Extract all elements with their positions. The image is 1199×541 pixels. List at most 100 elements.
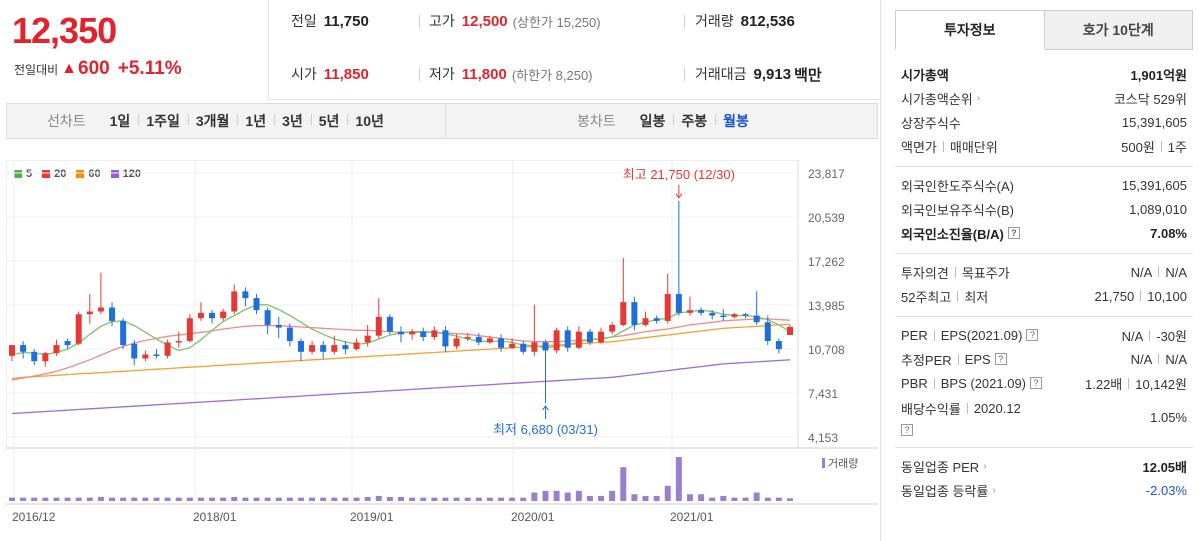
candle: [120, 320, 127, 346]
candle-chart-group: 봉차트 일봉 주봉 월봉: [577, 104, 757, 138]
volume-bar: [753, 492, 760, 501]
volume-bar: [564, 492, 571, 501]
y-tick-label: 17,262: [808, 255, 845, 269]
candle: [553, 330, 560, 351]
candle: [787, 326, 793, 336]
info-value: 1,089,010: [1129, 201, 1187, 217]
help-icon[interactable]: ?: [1026, 329, 1039, 341]
help-icon[interactable]: ?: [1007, 227, 1020, 239]
volume-bar: [420, 497, 427, 501]
period-1y[interactable]: 1년: [237, 111, 274, 131]
legend-ma60: 60: [76, 168, 101, 180]
help-icon[interactable]: ?: [901, 423, 913, 436]
candle: [131, 343, 138, 359]
volume-bar: [64, 497, 71, 501]
y-tick-label: 20,539: [808, 211, 845, 225]
high-value: 12,500: [461, 12, 508, 30]
candle: [20, 345, 27, 352]
volume-bar: [764, 497, 771, 501]
volume-bar: [331, 497, 338, 501]
period-1w[interactable]: 1주일: [138, 111, 188, 131]
candle-daily[interactable]: 일봉: [639, 113, 666, 129]
tab-orderbook[interactable]: 호가 10단계: [1044, 10, 1193, 50]
volume-bar: [353, 497, 360, 501]
candle: [442, 330, 449, 347]
candle: [86, 311, 93, 315]
candle: [564, 330, 571, 348]
panel-tabs: 투자정보 호가 10단계: [895, 10, 1193, 50]
volume-bar: [498, 497, 505, 501]
volume-bar: [53, 497, 60, 501]
candle: [486, 338, 493, 343]
candle: [364, 335, 371, 343]
volume-bar: [720, 495, 727, 501]
stock-chart[interactable]: 23,817 20,539 17,262 13,985 10,708 7,431 4,153…: [6, 160, 878, 541]
info-row: 동일업종 등락률 › -2.03%: [901, 478, 1187, 502]
candle: [353, 342, 360, 350]
info-row: 시가총액순위 › 코스닥 529위: [901, 86, 1187, 110]
volume-bar: [375, 495, 382, 501]
volume-bar: [409, 497, 416, 501]
volume-bar: [131, 497, 138, 501]
info-section-1: 시가총액 1,901억원 시가총액순위 › 코스닥 529위 상장주식수 15,391,60…: [895, 56, 1193, 167]
volume-bar: [142, 497, 149, 501]
info-row: 외국인소진율(B/A)? 7.08%: [901, 221, 1187, 245]
candle: [109, 307, 116, 321]
candle: [231, 291, 238, 312]
info-key[interactable]: 시가총액순위 ›: [901, 91, 981, 107]
help-icon[interactable]: ?: [1030, 377, 1043, 389]
candle: [175, 341, 182, 343]
tab-invest-info[interactable]: 투자정보: [895, 10, 1045, 50]
info-value: 500원 1주: [1121, 139, 1187, 155]
volume-bar: [398, 496, 404, 501]
x-tick-label: 2018/01: [193, 510, 237, 524]
info-row: 동일업종 PER › 12.05배: [901, 454, 1187, 478]
volume-bar: [453, 497, 460, 501]
info-row: 시가총액 1,901억원: [901, 62, 1187, 86]
period-3m[interactable]: 3개월: [187, 111, 238, 131]
y-tick-label: 10,708: [808, 343, 845, 357]
period-1d[interactable]: 1일: [109, 113, 131, 129]
candle: [220, 311, 227, 319]
candle: [42, 353, 49, 362]
x-tick-label: 2016/12: [12, 510, 56, 524]
volume-bar: [709, 497, 716, 501]
period-10y[interactable]: 10년: [347, 111, 391, 131]
candle-weekly[interactable]: 주봉: [673, 111, 715, 131]
candle: [209, 312, 216, 319]
period-5y[interactable]: 5년: [310, 111, 348, 131]
volume-bar: [231, 496, 238, 501]
candle: [164, 342, 171, 356]
help-icon[interactable]: ?: [994, 353, 1007, 365]
volume-bar: [175, 497, 182, 501]
ma-legend: 5 20 60 120: [14, 168, 151, 180]
candle: [520, 343, 527, 352]
volume-bar: [775, 497, 782, 501]
volume-bar: [531, 492, 538, 501]
candle: [253, 298, 260, 311]
info-key: 배당수익률 2020.12?: [901, 400, 1021, 436]
volume-bar: [464, 497, 471, 501]
candle: [598, 331, 605, 343]
trade-amount-unit: 백만: [794, 66, 822, 84]
info-key: 투자의견 목표주가: [901, 265, 1010, 281]
volume-bar: [20, 497, 27, 501]
info-key[interactable]: 동일업종 등락률 ›: [901, 483, 996, 499]
info-value: 15,391,605: [1121, 177, 1187, 193]
info-value: 7.08%: [1150, 225, 1187, 241]
period-3y[interactable]: 3년: [274, 111, 311, 131]
info-row: 외국인보유주식수(B) 1,089,010: [901, 197, 1187, 221]
candle: [275, 324, 282, 328]
ma120-line: [11, 359, 791, 415]
high-price: 고가 12,500 (상한가 15,250): [429, 10, 601, 32]
current-price: 12,350: [12, 10, 117, 51]
info-row: 추정PER EPS? N/A N/A: [901, 347, 1187, 371]
info-value: 코스닥 529위: [1113, 91, 1187, 107]
candle-monthly[interactable]: 월봉: [715, 111, 757, 131]
info-key: 52주최고 최저: [901, 289, 989, 305]
info-key[interactable]: 동일업종 PER ›: [901, 459, 987, 475]
volume-bar: [431, 497, 438, 501]
info-key: 상장주식수: [901, 115, 961, 131]
info-key: 추정PER EPS?: [901, 350, 1007, 369]
